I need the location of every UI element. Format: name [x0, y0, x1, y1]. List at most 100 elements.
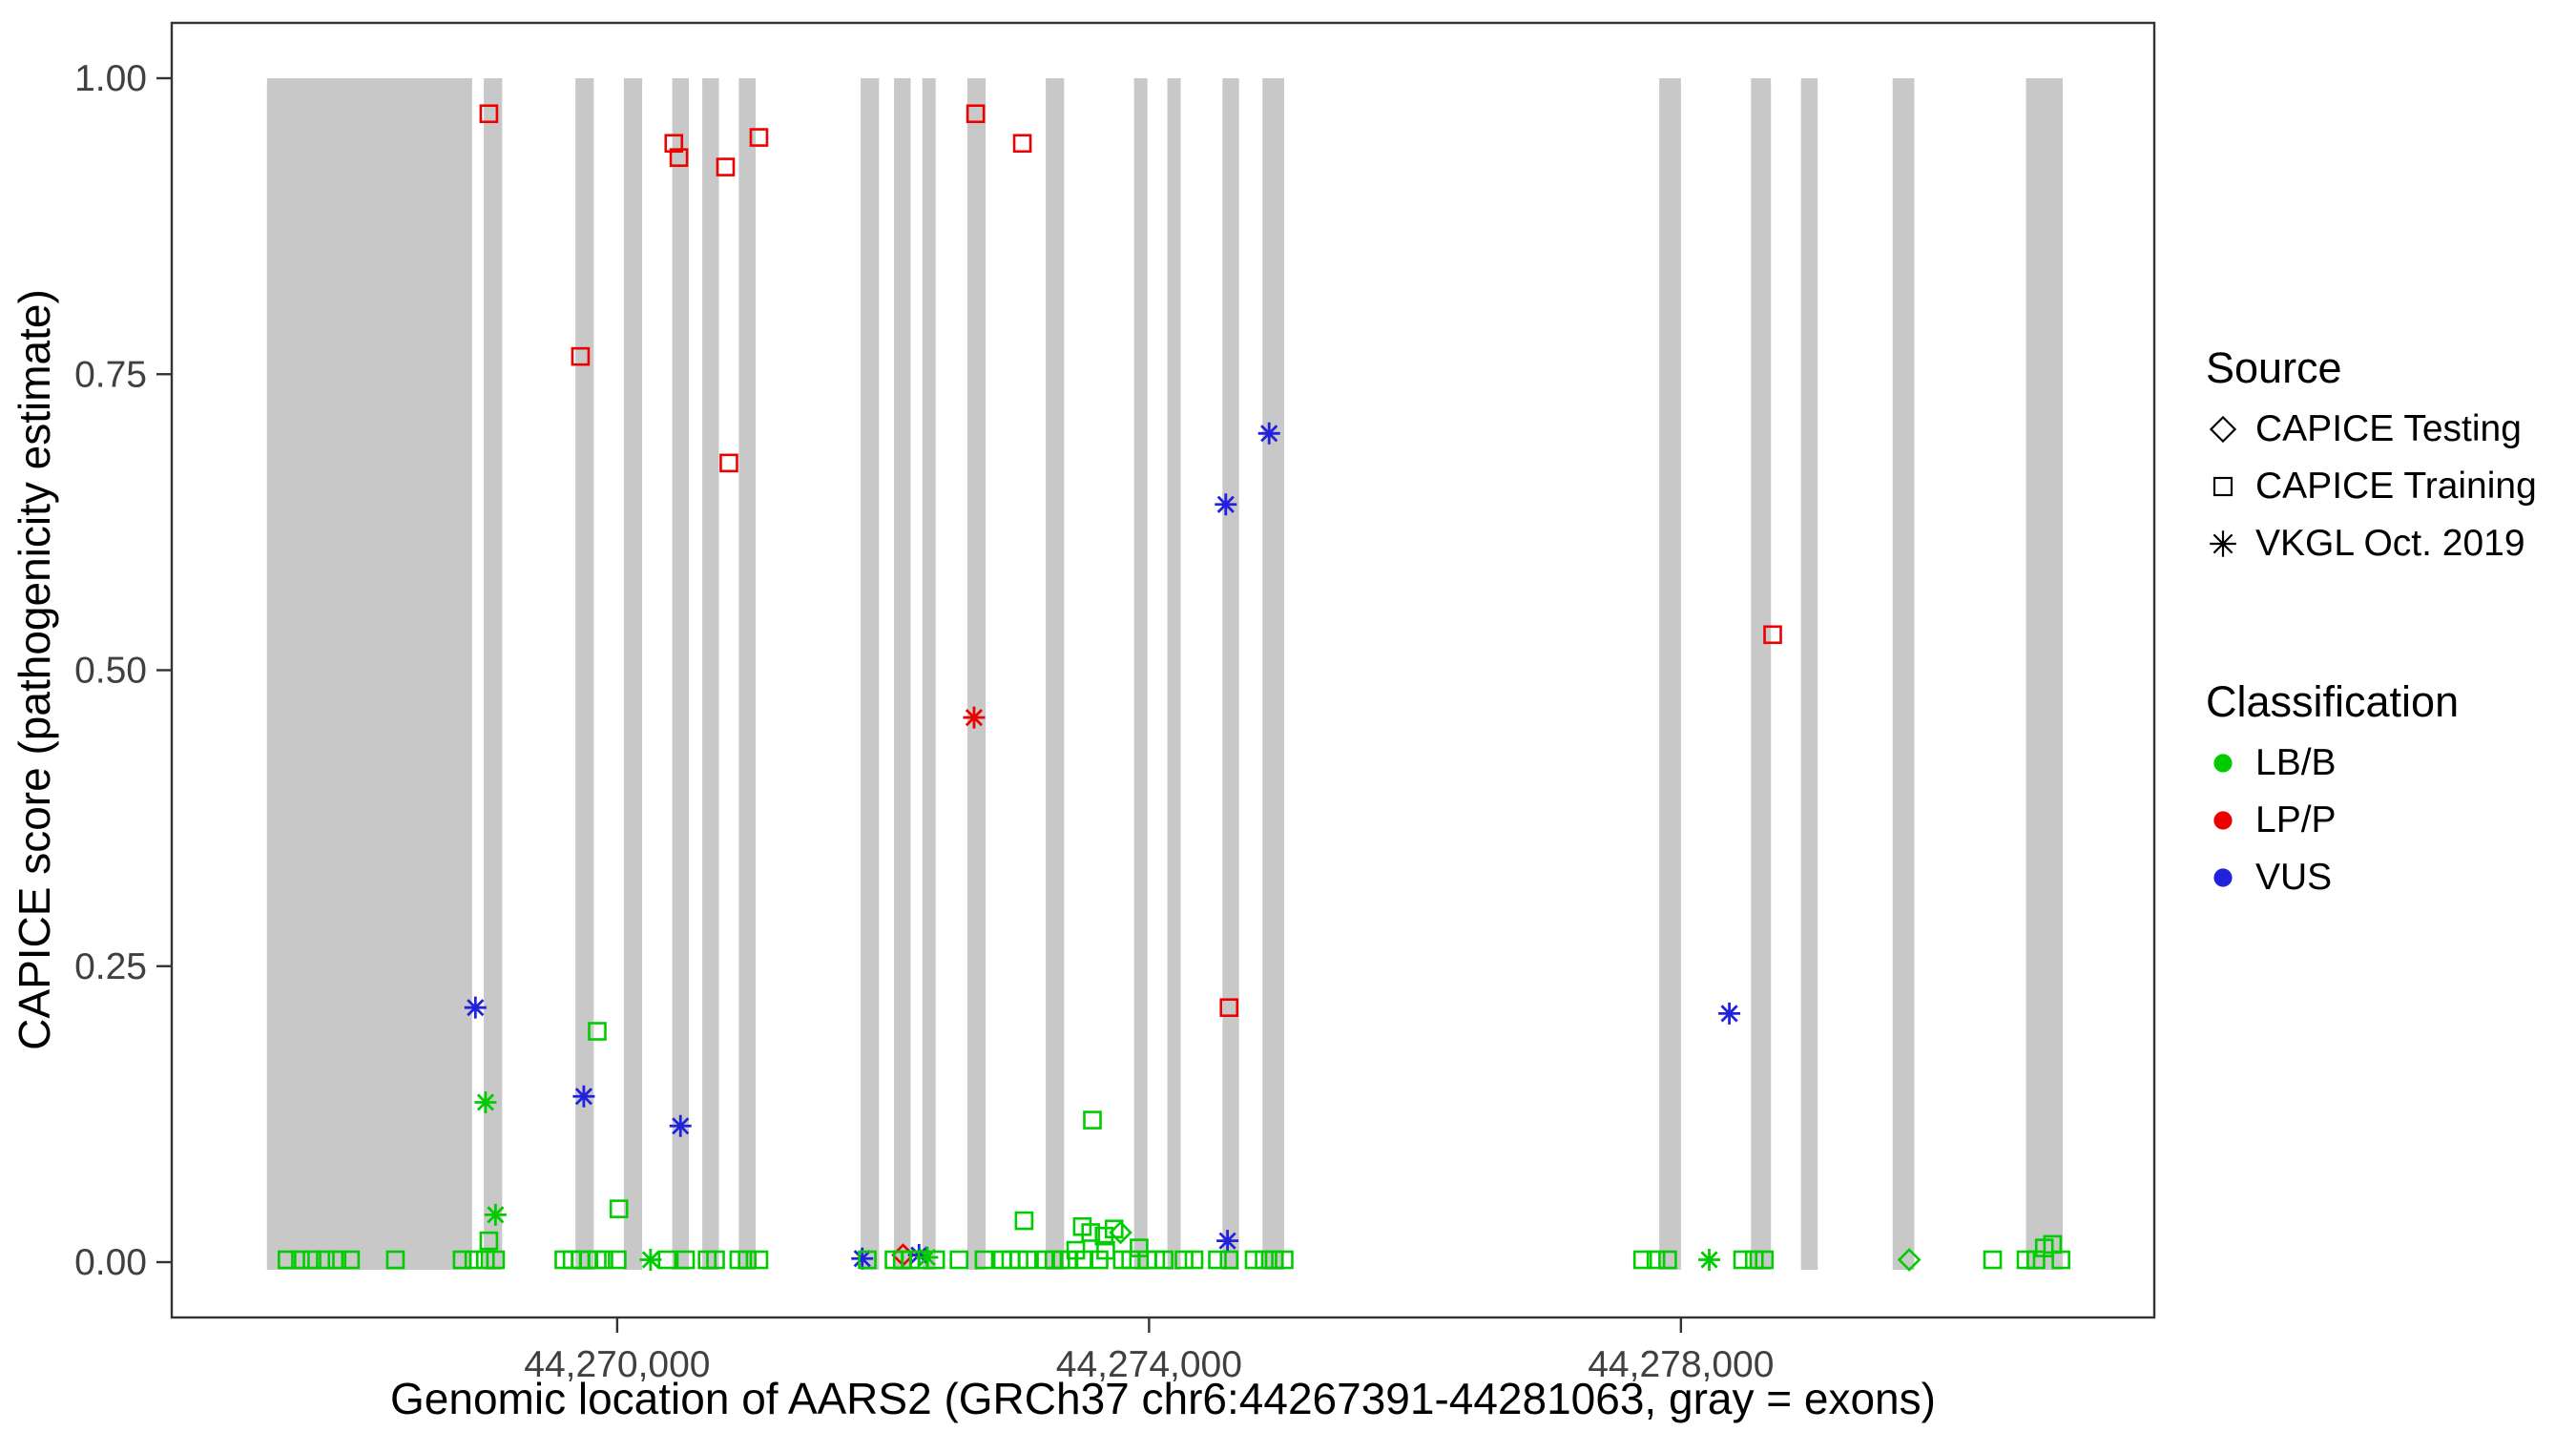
data-point-training-lbb: [706, 1250, 725, 1270]
exon-bar: [894, 78, 911, 1270]
data-point-training-lpp: [664, 134, 684, 154]
data-point-testing-lbb: [1109, 1220, 1132, 1245]
legend-label-lpp: LP/P: [2255, 799, 2337, 840]
exon-bar: [1046, 78, 1065, 1270]
data-point-training-lbb: [1755, 1250, 1775, 1270]
data-point-training-lbb: [609, 1199, 629, 1218]
data-point-training-lpp: [1012, 134, 1032, 154]
legend-label-capice-training: CAPICE Training: [2255, 466, 2537, 507]
legend-label-lbb: LB/B: [2255, 742, 2337, 783]
data-point-training-lbb: [858, 1250, 877, 1270]
data-point-training-lbb: [608, 1250, 627, 1270]
data-point-training-lpp: [1219, 998, 1239, 1017]
data-point-training-lbb: [2016, 1250, 2036, 1270]
data-point-training-lbb: [1658, 1250, 1677, 1270]
exon-bar: [1167, 78, 1181, 1270]
data-point-training-lbb: [452, 1250, 472, 1270]
legend-item-vkgl: VKGL Oct. 2019: [2206, 523, 2537, 565]
data-point-training-lbb: [1090, 1250, 1109, 1270]
data-point-training-lbb: [749, 1250, 769, 1270]
exon-bar: [1892, 78, 1915, 1270]
exon-bar: [575, 78, 594, 1270]
legend-item-lpp: LP/P: [2206, 799, 2537, 841]
legend-item-lbb: LB/B: [2206, 742, 2537, 784]
x-tick-label: 44,274,000: [1056, 1344, 1242, 1385]
y-tick-label: 0.25: [74, 946, 147, 987]
data-point-vkgl-vus: [1718, 1002, 1741, 1025]
legend-label-capice-testing: CAPICE Testing: [2255, 408, 2522, 449]
square-icon: [2212, 476, 2233, 497]
legend: Source CAPICE Testing CAPICE Training VK…: [2206, 343, 2537, 914]
exon-bar: [623, 78, 643, 1270]
data-point-training-lbb: [302, 1250, 322, 1270]
data-point-training-lbb: [974, 1250, 994, 1270]
data-point-training-lbb: [1632, 1250, 1652, 1270]
data-point-training-lbb: [1646, 1250, 1666, 1270]
blue-dot-icon: [2213, 868, 2233, 887]
data-point-training-lbb: [925, 1250, 945, 1270]
data-point-training-lpp: [479, 104, 499, 124]
data-point-training-lbb: [949, 1250, 969, 1270]
data-point-vkgl-vus: [669, 1114, 692, 1137]
data-point-training-lbb: [594, 1250, 613, 1270]
exon-bar: [1222, 78, 1239, 1270]
data-point-training-lpp: [749, 128, 769, 147]
data-point-training-lpp: [716, 157, 736, 176]
data-point-training-lbb: [1255, 1250, 1274, 1270]
data-point-training-lbb: [1174, 1250, 1194, 1270]
legend-label-vus: VUS: [2255, 857, 2333, 898]
exon-bar: [738, 78, 756, 1270]
exon-bar: [1800, 78, 1818, 1270]
data-point-training-lbb: [486, 1250, 506, 1270]
data-point-training-lpp: [669, 148, 689, 167]
y-tick-label: 1.00: [74, 58, 147, 99]
y-tick-label: 0.75: [74, 354, 147, 395]
exon-bar: [672, 78, 690, 1270]
legend-classification-title: Classification: [2206, 677, 2460, 726]
data-point-training-lbb: [1208, 1250, 1227, 1270]
data-point-training-lbb: [588, 1022, 607, 1041]
data-point-training-lpp: [1763, 625, 1782, 645]
exon-bar: [861, 78, 880, 1270]
legend-item-vus: VUS: [2206, 857, 2537, 899]
data-point-training-lbb: [1081, 1223, 1100, 1242]
data-point-vkgl-lbb: [484, 1203, 507, 1226]
data-point-training-lbb: [1275, 1250, 1294, 1270]
data-point-training-lbb: [291, 1250, 310, 1270]
data-point-training-lbb: [1744, 1250, 1764, 1270]
exon-bar: [702, 78, 719, 1270]
data-point-training-lbb: [1244, 1250, 1264, 1270]
data-point-vkgl-lbb: [1698, 1249, 1721, 1272]
exon-bar: [266, 78, 472, 1270]
diamond-icon: [2209, 415, 2237, 444]
exon-bar: [484, 78, 503, 1270]
data-point-vkgl-vus: [1257, 422, 1280, 445]
exon-bar: [1751, 78, 1772, 1270]
exon-bar: [1262, 78, 1284, 1270]
data-point-training-lbb: [479, 1231, 499, 1251]
data-point-vkgl-vus: [1215, 493, 1237, 516]
data-point-training-lbb: [475, 1250, 495, 1270]
y-axis-title: CAPICE score (pathogenicity estimate): [10, 289, 59, 1050]
red-dot-icon: [2213, 811, 2233, 830]
data-point-training-lbb: [1018, 1250, 1037, 1270]
exon-bar: [2025, 78, 2063, 1270]
data-point-vkgl-vus: [851, 1247, 874, 1270]
point-layer: [278, 104, 2070, 1272]
x-axis-title: Genomic location of AARS2 (GRCh37 chr6:4…: [390, 1374, 1936, 1423]
legend-source: Source CAPICE Testing CAPICE Training VK…: [2206, 343, 2537, 565]
y-tick-label: 0.00: [74, 1242, 147, 1283]
data-point-training-lbb: [675, 1250, 696, 1270]
data-point-training-lpp: [571, 346, 591, 366]
data-point-training-lbb: [385, 1250, 405, 1270]
axis-layer: 44,270,000 44,274,000 44,278,000 0.00 0.25 0.…: [74, 58, 1774, 1385]
green-dot-icon: [2213, 754, 2233, 773]
data-point-training-lpp: [719, 453, 738, 473]
exon-bar: [922, 78, 936, 1270]
asterisk-icon: [2210, 530, 2236, 557]
data-point-training-lbb: [464, 1250, 484, 1270]
data-point-training-lbb: [1184, 1250, 1204, 1270]
exon-bar: [1659, 78, 1681, 1270]
data-point-training-lbb: [1014, 1211, 1034, 1231]
